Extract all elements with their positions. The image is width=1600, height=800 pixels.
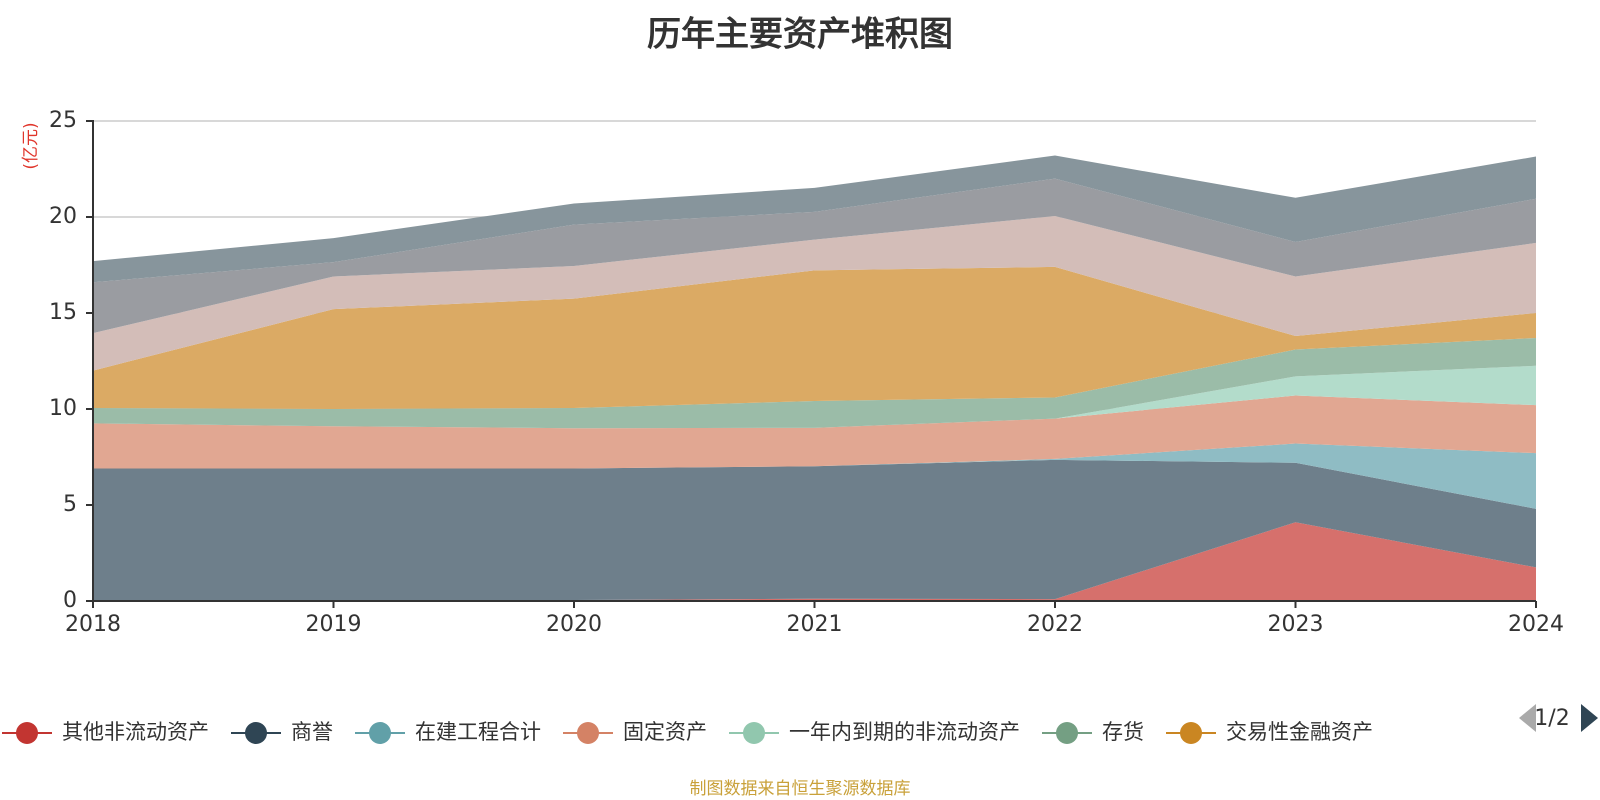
data-source-note: 制图数据来自恒生聚源数据库 bbox=[690, 779, 911, 799]
area-series-6 bbox=[93, 337, 1536, 429]
legend-circle-marker bbox=[245, 722, 267, 744]
legend-label: 存货 bbox=[1102, 720, 1144, 744]
area-series-8 bbox=[93, 216, 1536, 371]
legend-circle-marker bbox=[1180, 722, 1202, 744]
legend-item-6[interactable]: 存货 bbox=[1042, 720, 1144, 744]
y-tick-label-5: 5 bbox=[63, 492, 77, 517]
area-series-layer bbox=[93, 155, 1536, 601]
x-tick-label-2018: 2018 bbox=[65, 612, 121, 637]
legend-item-7[interactable]: 交易性金融资产 bbox=[1166, 720, 1373, 744]
area-series-2 bbox=[93, 459, 1536, 601]
legend-circle-marker bbox=[16, 722, 38, 744]
x-tick-label-2019: 2019 bbox=[306, 612, 362, 637]
legend-circle-marker bbox=[1056, 722, 1078, 744]
legend-label: 交易性金融资产 bbox=[1226, 720, 1373, 744]
chart-title: 历年主要资产堆积图 bbox=[647, 15, 953, 55]
area-series-10 bbox=[93, 155, 1536, 283]
legend-item-4[interactable]: 固定资产 bbox=[563, 720, 707, 744]
legend-prev-page-icon[interactable] bbox=[1519, 704, 1536, 732]
x-tick-label-2020: 2020 bbox=[546, 612, 602, 637]
legend-circle-marker bbox=[743, 722, 765, 744]
legend-next-page-icon[interactable] bbox=[1581, 704, 1598, 732]
legend-circle-marker bbox=[577, 722, 599, 744]
area-series-5 bbox=[93, 365, 1536, 429]
legend-label: 商誉 bbox=[291, 720, 333, 744]
area-series-1 bbox=[93, 522, 1536, 601]
legend-label: 在建工程合计 bbox=[415, 720, 541, 744]
x-tick-label-2022: 2022 bbox=[1027, 612, 1083, 637]
legend-item-5[interactable]: 一年内到期的非流动资产 bbox=[729, 720, 1020, 744]
legend: 其他非流动资产 商誉 在建工程合计 固定资产 一年内到期的非流动资产 存货 交易性金融资产 bbox=[2, 720, 1373, 744]
x-tick-label-2024: 2024 bbox=[1508, 612, 1564, 637]
legend-circle-marker bbox=[369, 722, 391, 744]
area-series-3 bbox=[93, 443, 1536, 509]
area-series-4 bbox=[93, 395, 1536, 469]
legend-page-indicator: 1/2 bbox=[1534, 706, 1569, 731]
x-tick-label-2023: 2023 bbox=[1268, 612, 1324, 637]
y-tick-label-10: 10 bbox=[49, 396, 77, 421]
legend-pager: 1/2 bbox=[1519, 704, 1598, 732]
y-tick-label-15: 15 bbox=[49, 300, 77, 325]
legend-item-1[interactable]: 其他非流动资产 bbox=[2, 720, 209, 744]
legend-label: 固定资产 bbox=[623, 720, 707, 744]
y-tick-label-0: 0 bbox=[63, 588, 77, 613]
area-series-9 bbox=[93, 178, 1536, 334]
area-series-7 bbox=[93, 266, 1536, 409]
legend-item-2[interactable]: 商誉 bbox=[231, 720, 333, 744]
y-axis-unit-label: (亿元) bbox=[21, 122, 41, 169]
axes: 0 5 10 15 20 25 2018 2019 2020 2021 2022 2023 2024 bbox=[49, 108, 1564, 637]
legend-label: 一年内到期的非流动资产 bbox=[789, 720, 1020, 744]
legend-item-3[interactable]: 在建工程合计 bbox=[355, 720, 541, 744]
legend-label: 其他非流动资产 bbox=[62, 720, 209, 744]
x-tick-label-2021: 2021 bbox=[787, 612, 843, 637]
y-tick-label-20: 20 bbox=[49, 204, 77, 229]
y-tick-label-25: 25 bbox=[49, 108, 77, 133]
